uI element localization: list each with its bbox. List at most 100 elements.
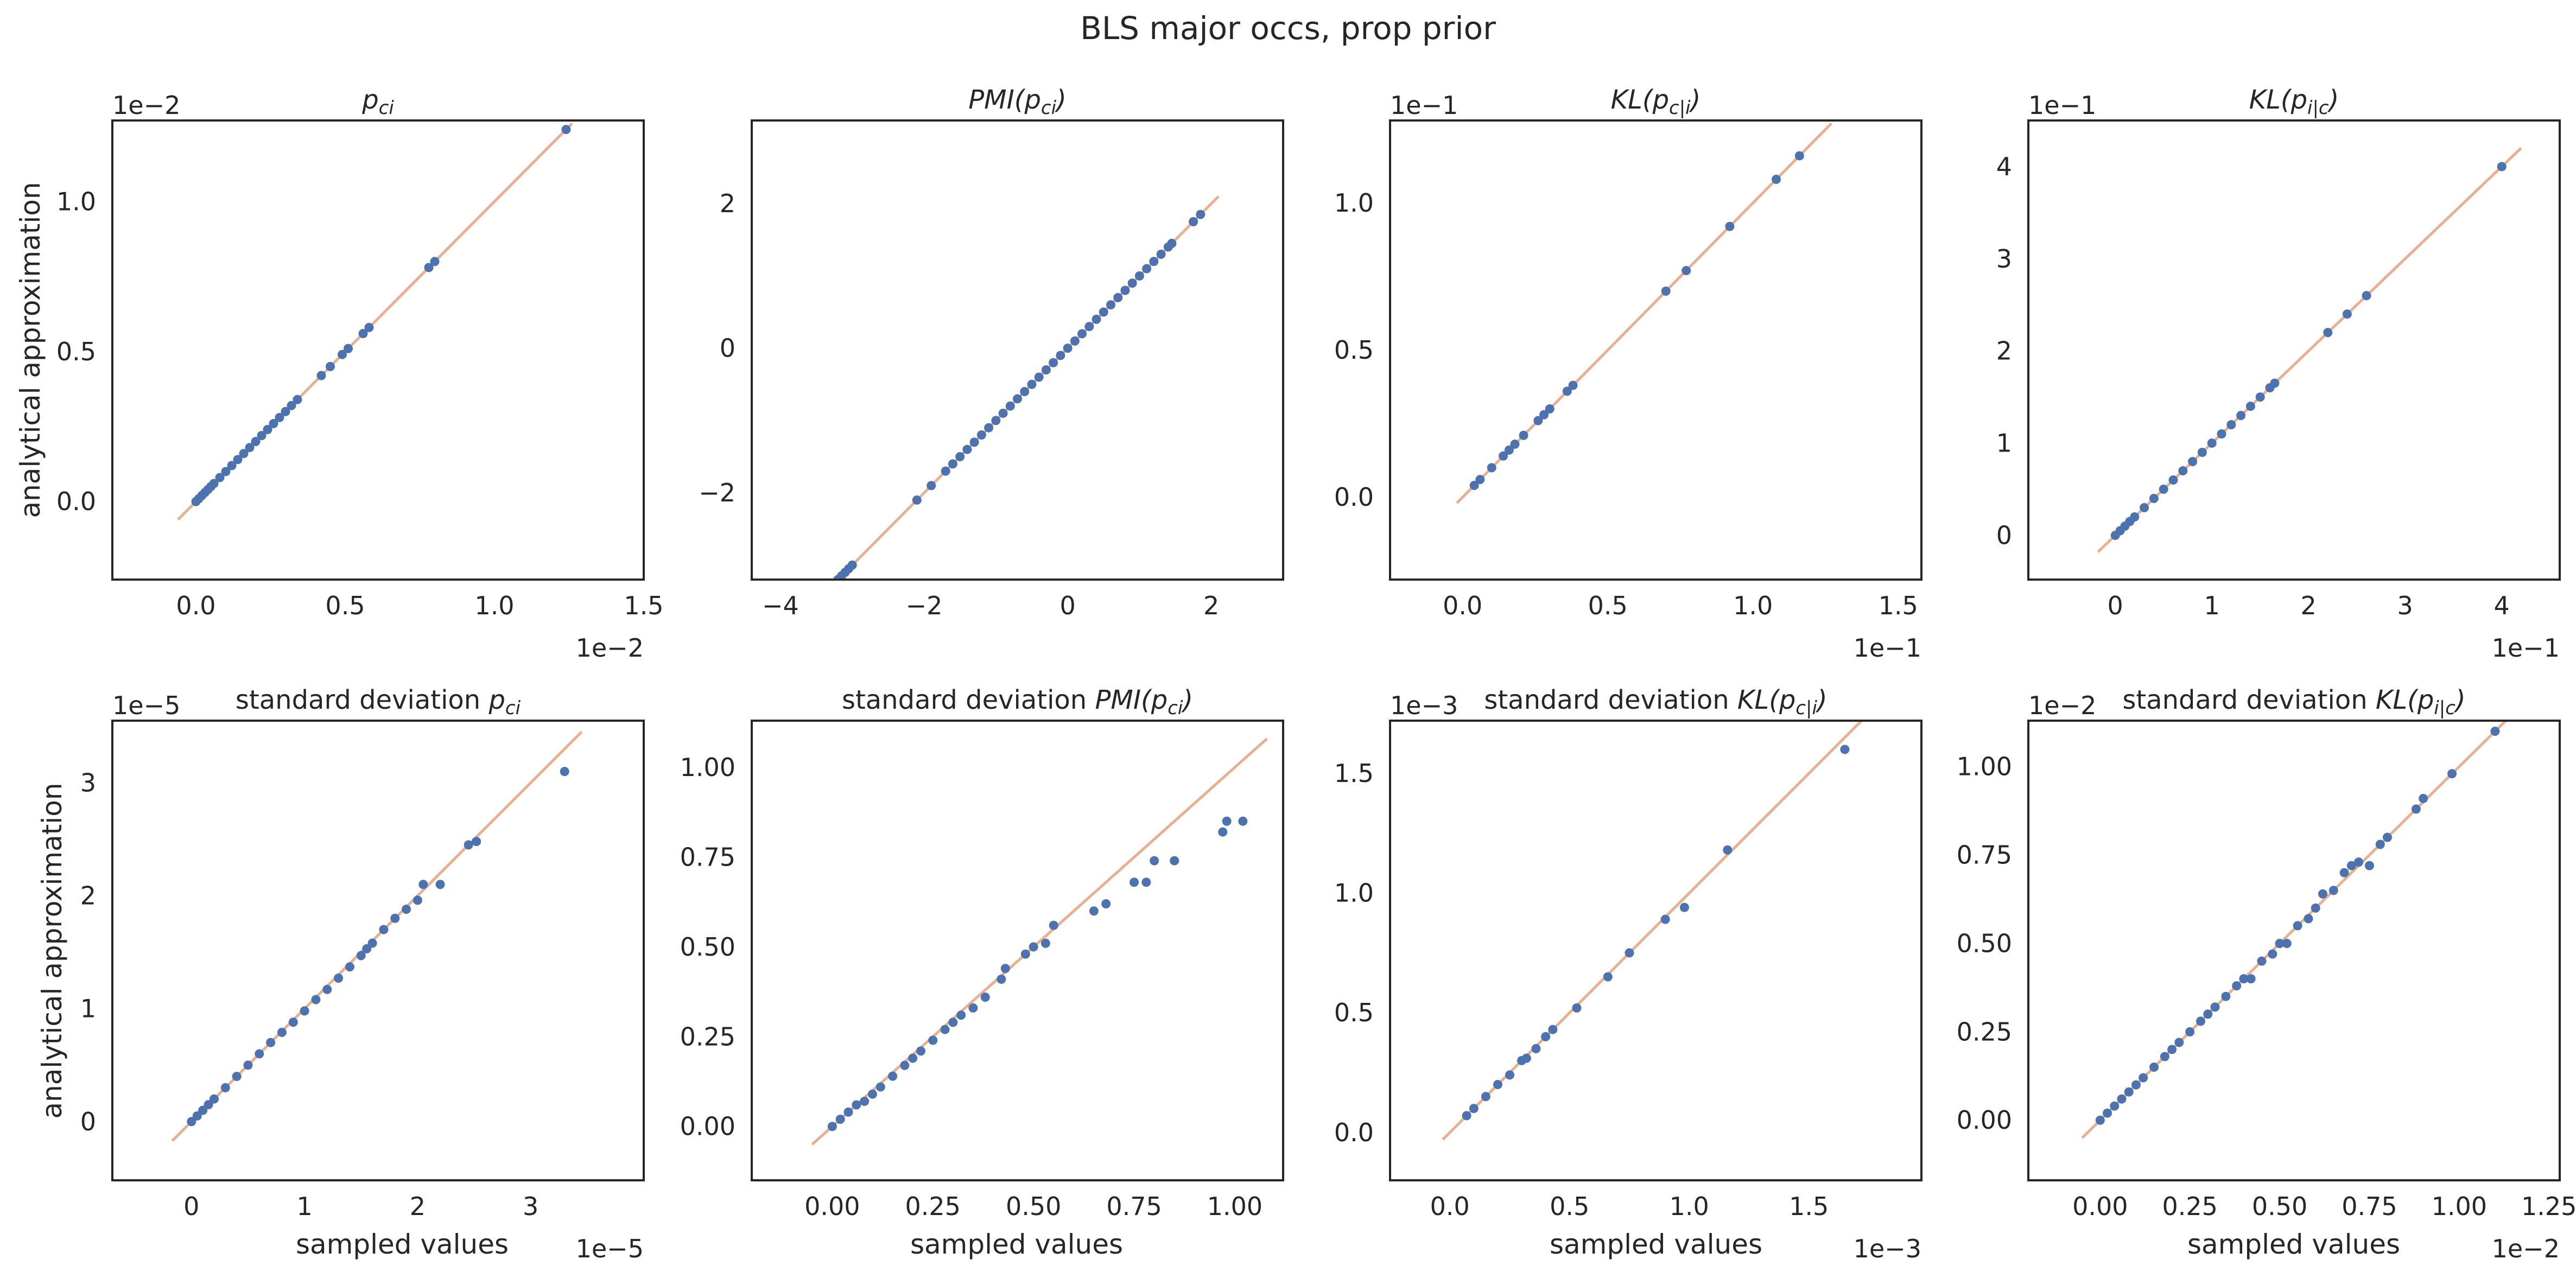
data-point [827,1122,837,1131]
y-tick-label: 0.25 [1957,1017,2012,1046]
data-point [1084,322,1094,332]
data-point [1029,942,1038,952]
data-point [984,423,994,433]
subplot-title: KL(pi|c) [2249,85,2339,119]
data-point [257,431,267,441]
subplot-title: PMI(pci) [968,85,1067,119]
data-point [1505,1070,1514,1080]
data-point [221,467,231,476]
x-tick-label: 1 [2204,591,2220,620]
data-point [860,1096,870,1106]
data-point [1041,365,1051,375]
data-point [2328,886,2338,895]
scatter-points [1469,151,1804,490]
y-tick-label: 1 [1996,429,2012,458]
data-point [1013,394,1022,404]
data-point [2168,475,2178,485]
data-point [956,1010,966,1020]
scatter-points [1462,745,1850,1121]
data-point [1682,266,1691,276]
data-point [2130,512,2140,522]
data-point [1189,217,1198,227]
x-offset-label: 1e−1 [2492,633,2560,663]
data-point [1070,336,1080,346]
data-point [326,361,335,371]
subplot-6: 0.00 0.25 0.50 0.75 1.00 0.00 0.25 0.50 0.75 1.00… [680,685,1284,1221]
data-point [2140,503,2149,512]
subplot-title: standard deviation KL(pi|c) [2122,685,2465,719]
data-point [2411,804,2421,814]
plot-frame [751,720,1284,1181]
x-tick-label: 0.0 [1430,1192,1470,1221]
y-tick-label: 0.0 [1334,1118,1374,1147]
data-point [1679,902,1689,912]
data-point [1170,856,1179,866]
data-point [233,455,243,465]
data-point [1603,972,1613,982]
x-tick-label: 1.0 [474,591,514,620]
x-tick-label: 0.75 [1106,1192,1162,1221]
scatter-points [827,816,1248,1131]
data-point [2178,466,2188,476]
data-point [1625,948,1634,958]
subplot-2: −4 −2 0 2 −2 0 2 PMI(pci) [699,85,1284,620]
diagonal-line [1442,721,1863,1141]
data-point [1218,827,1228,837]
y-tick-label: 0.0 [1334,482,1374,512]
data-point [852,1100,861,1110]
data-point [2207,438,2217,448]
data-point [2167,1045,2177,1054]
data-point [2221,991,2231,1001]
data-point [239,449,249,459]
data-point [2419,793,2428,803]
x-tick-label: 0.5 [1588,591,1628,620]
x-tick-label: 1.0 [1670,1192,1709,1221]
data-point [2210,1002,2220,1012]
diagonal-line [2097,147,2522,553]
x-tick-label: 0.75 [2342,1192,2397,1221]
subplot-title: standard deviation pci [236,685,521,719]
data-point [2236,411,2246,421]
x-tick-label: 2 [410,1192,426,1221]
data-point [560,767,569,777]
data-point [2203,1009,2213,1019]
x-tick-label: 0.50 [2252,1192,2307,1221]
data-point [2375,840,2385,849]
x-tick-label: 0 [1059,591,1075,620]
y-tick-label: 0 [720,334,735,363]
y-offset-label: 1e−5 [112,691,180,720]
plot-frame [111,119,645,581]
data-point [1510,440,1520,449]
data-point [1101,899,1111,908]
data-point [1519,430,1528,440]
x-tick-label: 1.25 [2521,1192,2576,1221]
y-tick-label: 1.0 [1334,879,1374,908]
x-tick-label: 0.25 [2162,1192,2217,1221]
diagonal-line [1456,122,1832,504]
data-point [1725,221,1735,231]
data-point [1089,906,1099,916]
x-offset-label: 1e−5 [576,1234,644,1263]
data-point [2197,448,2207,457]
data-point [2255,392,2265,402]
plot-frame [2027,119,2561,581]
data-point [245,443,255,453]
data-point [1548,1025,1558,1034]
data-point [847,560,857,570]
data-point [1156,249,1166,259]
y-tick-label: 0.0 [56,487,96,516]
y-tick-label: 0 [80,1107,96,1136]
y-tick-label: 1 [80,994,96,1023]
data-point [187,1117,196,1127]
data-point [1005,401,1015,411]
x-tick-label: 0.00 [2072,1192,2128,1221]
data-point [900,1060,910,1070]
subplot-1: 0.0 0.5 1.0 1.5 0.0 0.5 1.0 1e−2 1e−2 pci [56,85,664,663]
data-point [402,905,411,914]
data-point [243,1060,253,1070]
x-tick-label: 0.0 [1443,591,1482,620]
data-point [1499,451,1508,461]
data-point [888,1071,898,1081]
data-point [2196,1016,2206,1026]
